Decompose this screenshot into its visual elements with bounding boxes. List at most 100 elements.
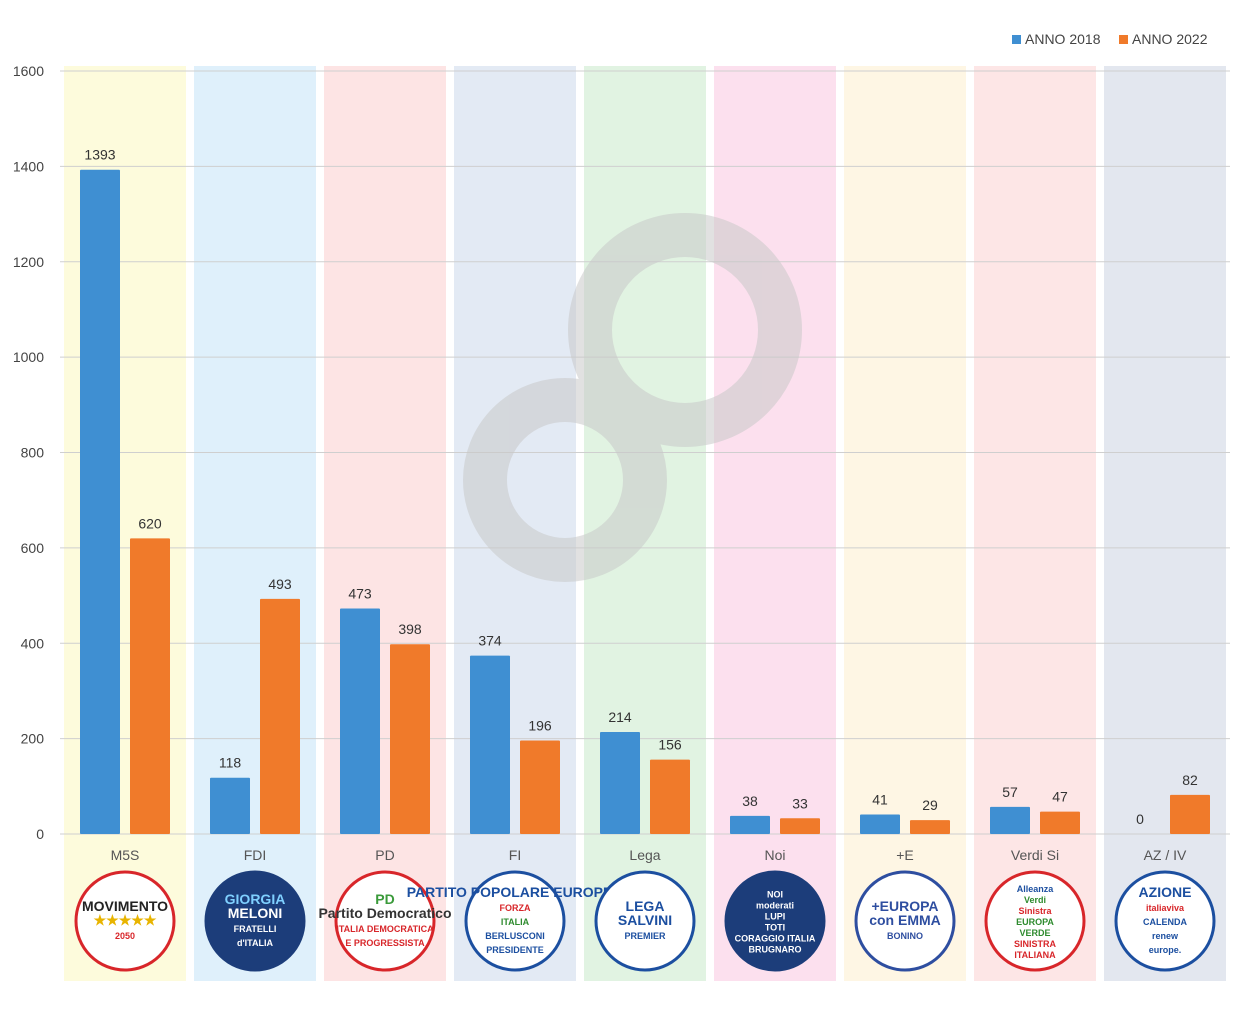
bar	[390, 644, 430, 834]
logo-text: Partito Democratico	[318, 905, 451, 921]
x-axis: M5S FDI PD FI Lega Noi +E Verdi Si AZ / IV	[111, 847, 1187, 863]
logo-text: SINISTRA	[1014, 939, 1057, 949]
logo-text: CORAGGIO ITALIA	[735, 934, 816, 944]
category-band	[974, 66, 1096, 981]
logo-text: LUPI	[765, 912, 786, 922]
bar	[340, 608, 380, 834]
logo-text: PRESIDENTE	[486, 945, 544, 955]
bar	[80, 169, 120, 834]
verdi-sinistra-logo: AlleanzaVerdiSinistraEUROPAVERDESINISTRA…	[984, 870, 1086, 972]
category-band	[714, 66, 836, 981]
logo-text: NOI	[767, 890, 783, 900]
data-label: 156	[658, 737, 682, 753]
bar	[650, 759, 690, 834]
data-label: 33	[792, 795, 808, 811]
logo-text: 2050	[115, 931, 135, 941]
data-label: 38	[742, 793, 758, 809]
logo-text: TOTI	[765, 923, 785, 933]
logo-circle	[464, 870, 566, 972]
logo-text: PREMIER	[624, 931, 666, 941]
logo-text: BRUGNARO	[749, 945, 802, 955]
logo-text: Sinistra	[1018, 906, 1052, 916]
y-tick-label: 0	[36, 826, 44, 842]
data-label: 398	[398, 621, 422, 637]
data-label: 0	[1136, 811, 1144, 827]
data-label: 620	[138, 515, 162, 531]
logo-text: SALVINI	[618, 912, 672, 928]
data-label: 41	[872, 791, 888, 807]
logo-text: europe.	[1149, 945, 1182, 955]
legend: ANNO 2018 ANNO 2022	[1012, 31, 1208, 47]
m5s-logo: MOVIMENTO★★★★★ 2050	[74, 870, 176, 972]
azione-iv-logo: AZIONE italiaviva CALENDA renew europe.	[1114, 870, 1216, 972]
data-label: 47	[1052, 789, 1068, 805]
category-label: Verdi Si	[1011, 847, 1059, 863]
bar	[600, 731, 640, 834]
watermark-logo-icon	[463, 213, 802, 582]
bar	[210, 777, 250, 834]
category-band	[324, 66, 446, 981]
category-label: Lega	[629, 847, 660, 863]
logo-circle	[1114, 870, 1216, 972]
logo-text: PARTITO POPOLARE EUROPEO	[407, 884, 624, 900]
logo-text: MOVIMENTO	[82, 898, 168, 914]
data-label: 82	[1182, 772, 1198, 788]
category-band	[844, 66, 966, 981]
bars	[80, 169, 1210, 834]
data-label: 29	[922, 797, 938, 813]
legend-swatch	[1119, 35, 1128, 44]
data-label: 473	[348, 585, 372, 601]
y-axis: 0 200 400 600 800 1000 1200 1400 1600	[13, 63, 44, 842]
logo-text: AZIONE	[1139, 884, 1192, 900]
data-label: 57	[1002, 784, 1018, 800]
legend-swatch	[1012, 35, 1021, 44]
y-tick-label: 600	[21, 540, 45, 556]
category-band	[1104, 66, 1226, 981]
bar	[1170, 794, 1210, 834]
bar	[130, 538, 170, 834]
data-label: 118	[219, 755, 242, 771]
logo-circle	[854, 870, 956, 972]
bar	[990, 806, 1030, 834]
logo-text: EUROPA	[1016, 917, 1054, 927]
category-band	[194, 66, 316, 981]
logo-text: ITALIA	[501, 917, 530, 927]
logo-circle	[74, 870, 176, 972]
y-tick-label: 200	[21, 731, 45, 747]
bar	[730, 815, 770, 834]
category-label: FI	[509, 847, 521, 863]
y-tick-label: 1000	[13, 349, 44, 365]
logo-circle	[204, 870, 306, 972]
bar	[470, 655, 510, 834]
logo-text: PD	[375, 891, 394, 907]
logo-text: CALENDA	[1143, 917, 1187, 927]
data-label: 493	[268, 576, 292, 592]
bar	[910, 820, 950, 834]
bar	[260, 598, 300, 834]
data-label: 374	[478, 633, 502, 649]
logo-text: ITALIA DEMOCRATICA	[336, 924, 434, 934]
logo-text: MELONI	[228, 905, 282, 921]
logo-circle	[334, 870, 436, 972]
logo-text: renew	[1152, 931, 1179, 941]
y-tick-label: 800	[21, 445, 45, 461]
logo-text: moderati	[756, 901, 794, 911]
y-tick-label: 400	[21, 635, 45, 651]
data-labels: 1393 118 473 374 214 38 41 57 0 620 493 398 196 156 33…	[84, 147, 1198, 827]
category-label: M5S	[111, 847, 140, 863]
logo-text: GIORGIA	[225, 891, 286, 907]
data-label: 196	[528, 718, 552, 734]
logo-text: E PROGRESSISTA	[345, 938, 425, 948]
legend-item: ANNO 2022	[1119, 31, 1208, 47]
logo-text: BONINO	[887, 931, 923, 941]
category-label: +E	[896, 847, 914, 863]
logo-text: FORZA	[500, 903, 531, 913]
legend-label: ANNO 2018	[1025, 31, 1101, 47]
logo-text: ★★★★★	[94, 912, 157, 928]
logo-text: con EMMA	[869, 912, 941, 928]
logo-circle	[594, 870, 696, 972]
